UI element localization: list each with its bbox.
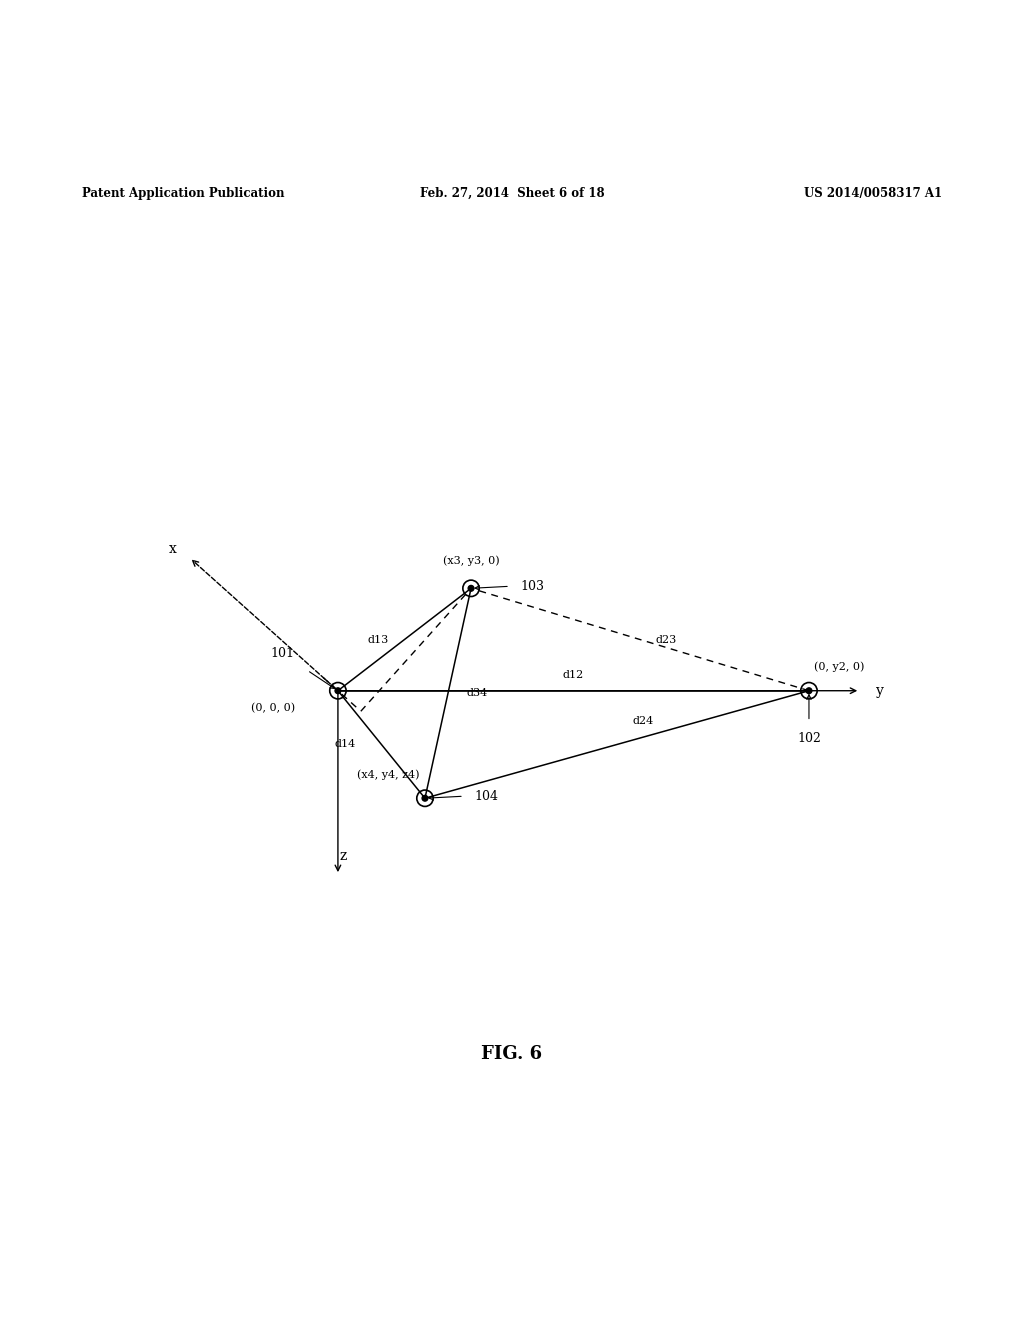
Text: d13: d13	[368, 635, 389, 644]
Text: Feb. 27, 2014  Sheet 6 of 18: Feb. 27, 2014 Sheet 6 of 18	[420, 187, 604, 199]
Circle shape	[806, 688, 812, 693]
Text: y: y	[876, 684, 884, 698]
Circle shape	[468, 586, 474, 591]
Text: (x4, y4, z4): (x4, y4, z4)	[357, 770, 420, 780]
Text: d34: d34	[467, 688, 487, 698]
Text: d12: d12	[563, 671, 584, 681]
Text: FIG. 6: FIG. 6	[481, 1045, 543, 1063]
Circle shape	[335, 688, 341, 693]
Text: (0, 0, 0): (0, 0, 0)	[251, 704, 295, 713]
Text: d24: d24	[633, 715, 653, 726]
Text: 104: 104	[474, 789, 498, 803]
Text: d23: d23	[655, 635, 677, 644]
Circle shape	[422, 796, 428, 801]
Text: z: z	[339, 849, 347, 863]
Text: 101: 101	[271, 647, 295, 660]
Text: US 2014/0058317 A1: US 2014/0058317 A1	[804, 187, 942, 199]
Text: 103: 103	[520, 579, 544, 593]
Text: (0, y2, 0): (0, y2, 0)	[814, 661, 864, 672]
Text: x: x	[169, 543, 177, 557]
Text: d14: d14	[335, 739, 356, 750]
Text: 102: 102	[797, 731, 821, 744]
Text: Patent Application Publication: Patent Application Publication	[82, 187, 285, 199]
Text: (x3, y3, 0): (x3, y3, 0)	[442, 556, 500, 566]
